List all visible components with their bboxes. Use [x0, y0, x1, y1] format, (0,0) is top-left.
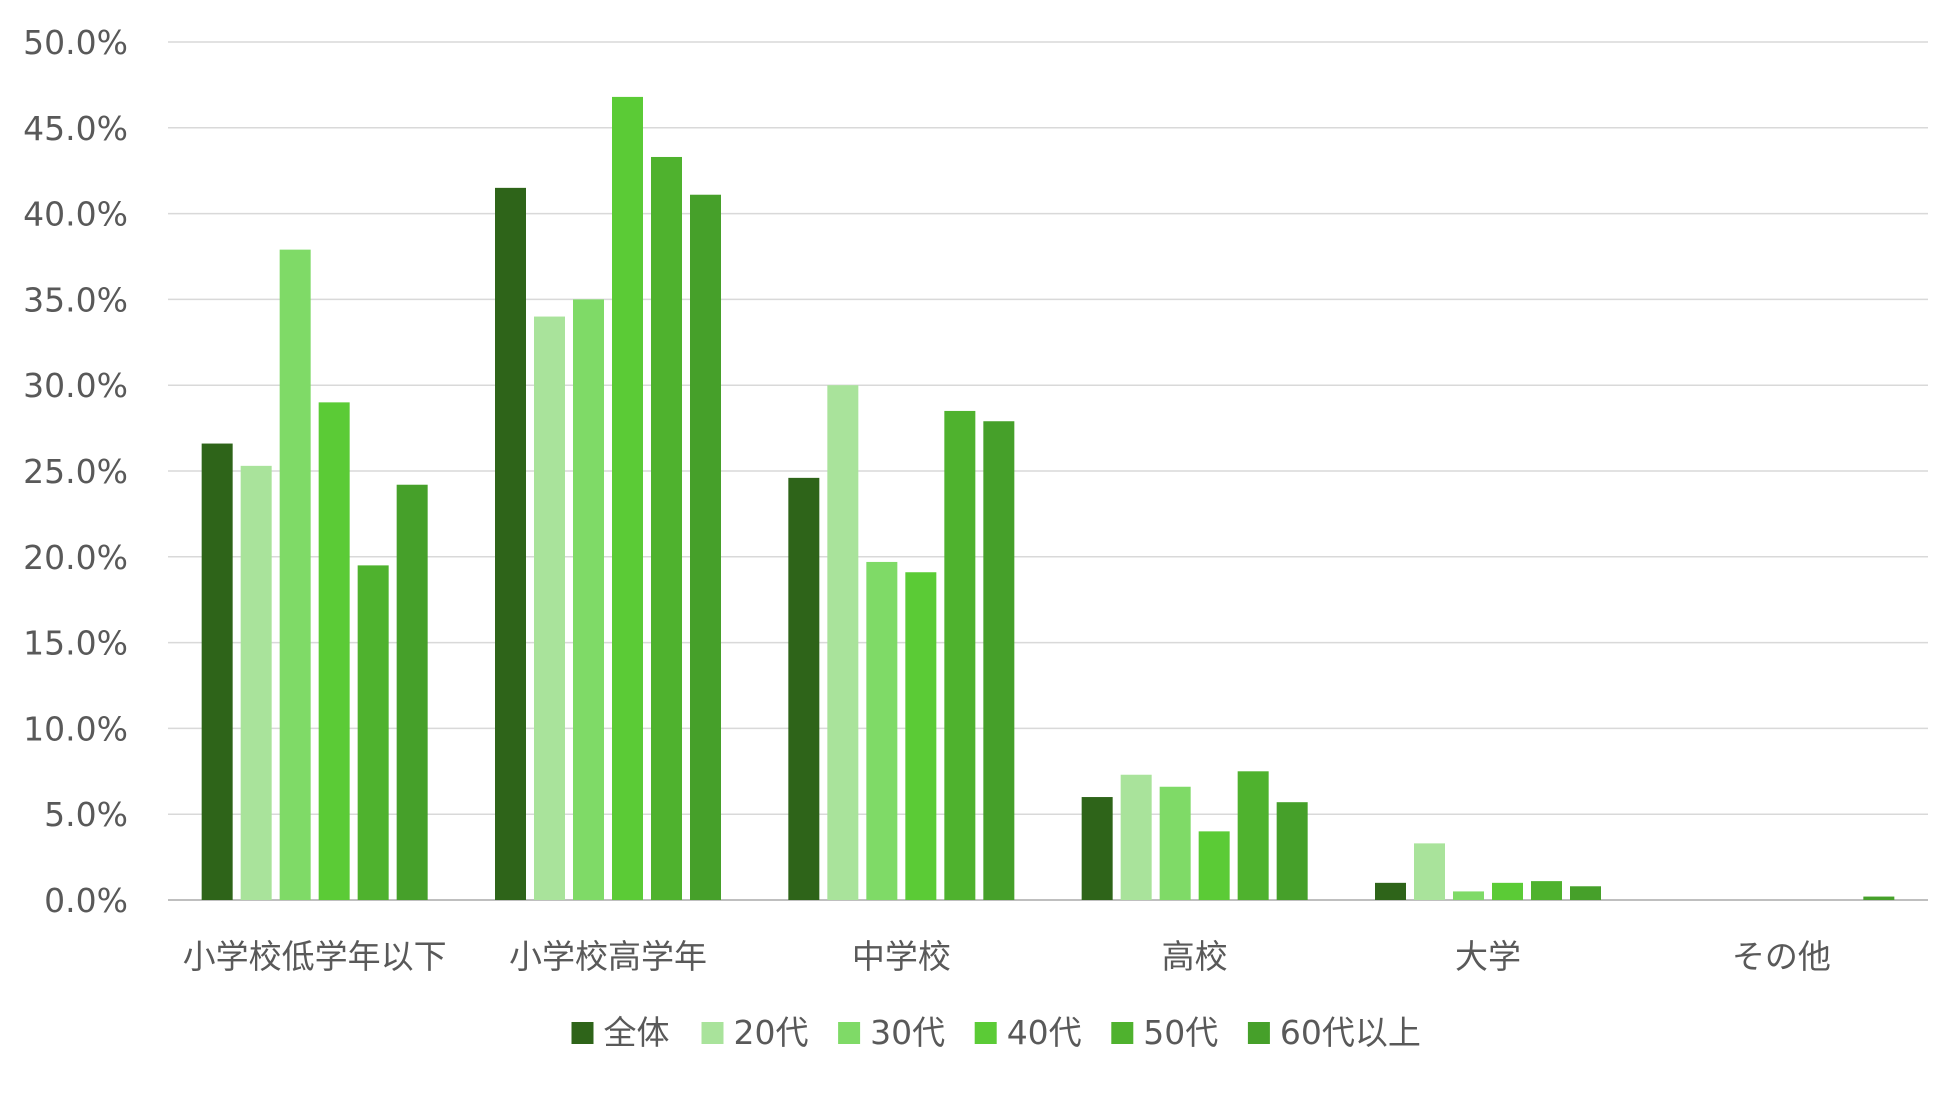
y-tick-label: 0.0%: [44, 881, 128, 920]
y-tick-label: 35.0%: [23, 280, 128, 319]
legend-label: 20代: [734, 1013, 809, 1052]
y-tick-label: 5.0%: [44, 795, 128, 834]
bar: [201, 443, 233, 900]
legend-swatch: [1247, 1022, 1270, 1044]
legend-label: 60代以上: [1280, 1013, 1421, 1052]
bar: [827, 385, 859, 900]
legend-label: 全体: [604, 1013, 670, 1052]
legend-label: 50代: [1143, 1013, 1218, 1052]
bar: [612, 96, 643, 901]
x-tick-label: その他: [1732, 937, 1831, 976]
bar: [396, 484, 428, 900]
y-tick-label: 40.0%: [23, 195, 128, 234]
legend-swatch: [974, 1022, 997, 1044]
bar: [983, 421, 1015, 900]
bar: [1375, 882, 1406, 900]
bar: [1276, 802, 1308, 900]
bar: [1570, 886, 1601, 900]
bar: [240, 465, 272, 900]
legend-swatch: [571, 1022, 594, 1044]
bar: [1198, 831, 1230, 900]
legend-swatch: [1111, 1022, 1134, 1044]
bar: [1159, 786, 1191, 900]
x-tick-label: 大学: [1455, 937, 1521, 976]
y-tick-label: 15.0%: [23, 624, 128, 663]
bar: [788, 477, 820, 900]
bar: [1120, 774, 1152, 900]
bar: [1414, 843, 1445, 900]
x-tick-label: 中学校: [852, 937, 951, 976]
bar: [651, 156, 682, 901]
bar: [279, 249, 311, 901]
legend-swatch: [838, 1022, 861, 1044]
y-tick-label: 20.0%: [23, 538, 128, 577]
bar: [357, 565, 389, 900]
bar: [1863, 896, 1895, 900]
bar: [905, 572, 937, 900]
bar: [495, 187, 526, 901]
bar: [1453, 891, 1484, 900]
bar: [1081, 797, 1113, 900]
y-tick-label: 45.0%: [23, 109, 128, 148]
y-tick-label: 30.0%: [23, 366, 128, 405]
bar: [1531, 881, 1562, 900]
y-tick-label: 10.0%: [23, 709, 128, 748]
bar: [690, 194, 721, 900]
bar: [866, 561, 898, 900]
legend-swatch: [701, 1022, 724, 1044]
bar: [1492, 882, 1523, 900]
y-tick-label: 25.0%: [23, 452, 128, 491]
bar: [944, 410, 976, 900]
legend-label: 40代: [1007, 1013, 1082, 1052]
bar: [318, 402, 350, 900]
x-tick-label: 小学校高学年: [509, 937, 707, 976]
legend-label: 30代: [870, 1013, 945, 1052]
bar: [534, 316, 565, 900]
x-tick-label: 小学校低学年以下: [183, 937, 447, 976]
x-tick-label: 高校: [1162, 937, 1228, 976]
y-tick-label: 50.0%: [23, 23, 128, 62]
bar: [1237, 771, 1269, 900]
bar: [573, 299, 604, 900]
